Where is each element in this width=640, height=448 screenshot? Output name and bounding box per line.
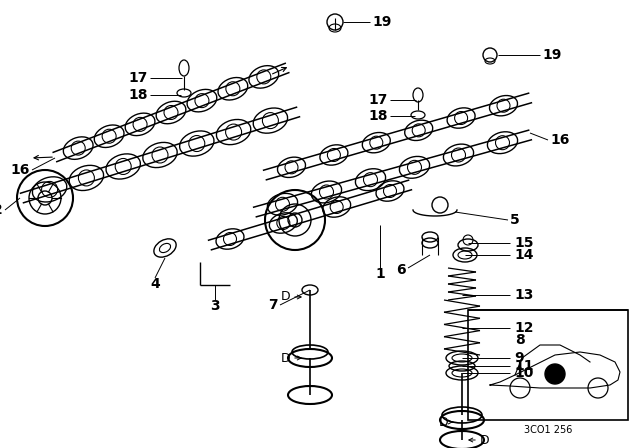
Text: 8: 8 (515, 333, 525, 347)
Text: 18: 18 (369, 109, 388, 123)
Text: 11: 11 (514, 359, 534, 373)
Text: 13: 13 (514, 288, 533, 302)
Text: 3CO1 256: 3CO1 256 (524, 425, 572, 435)
Text: D: D (280, 290, 290, 303)
Text: 4: 4 (150, 277, 160, 291)
Text: 3: 3 (210, 299, 220, 313)
Text: 12: 12 (514, 321, 534, 335)
Text: 7: 7 (268, 298, 278, 312)
Text: D: D (438, 415, 448, 428)
Text: 16: 16 (550, 133, 570, 147)
Text: 18: 18 (129, 88, 148, 102)
Bar (468, 310, 628, 420)
Text: D: D (480, 434, 490, 447)
Text: 17: 17 (369, 93, 388, 107)
Text: 16: 16 (11, 163, 30, 177)
Text: 10: 10 (514, 366, 533, 380)
Circle shape (545, 364, 565, 384)
Text: 17: 17 (129, 71, 148, 85)
Text: 14: 14 (514, 248, 534, 262)
Text: 19: 19 (372, 15, 392, 29)
Text: D: D (280, 352, 290, 365)
Text: 6: 6 (396, 263, 406, 277)
Text: 15: 15 (514, 236, 534, 250)
Text: 2: 2 (0, 203, 3, 217)
Text: 5: 5 (510, 213, 520, 227)
Text: 1: 1 (375, 267, 385, 281)
Text: 19: 19 (542, 48, 561, 62)
Text: 9: 9 (514, 351, 524, 365)
